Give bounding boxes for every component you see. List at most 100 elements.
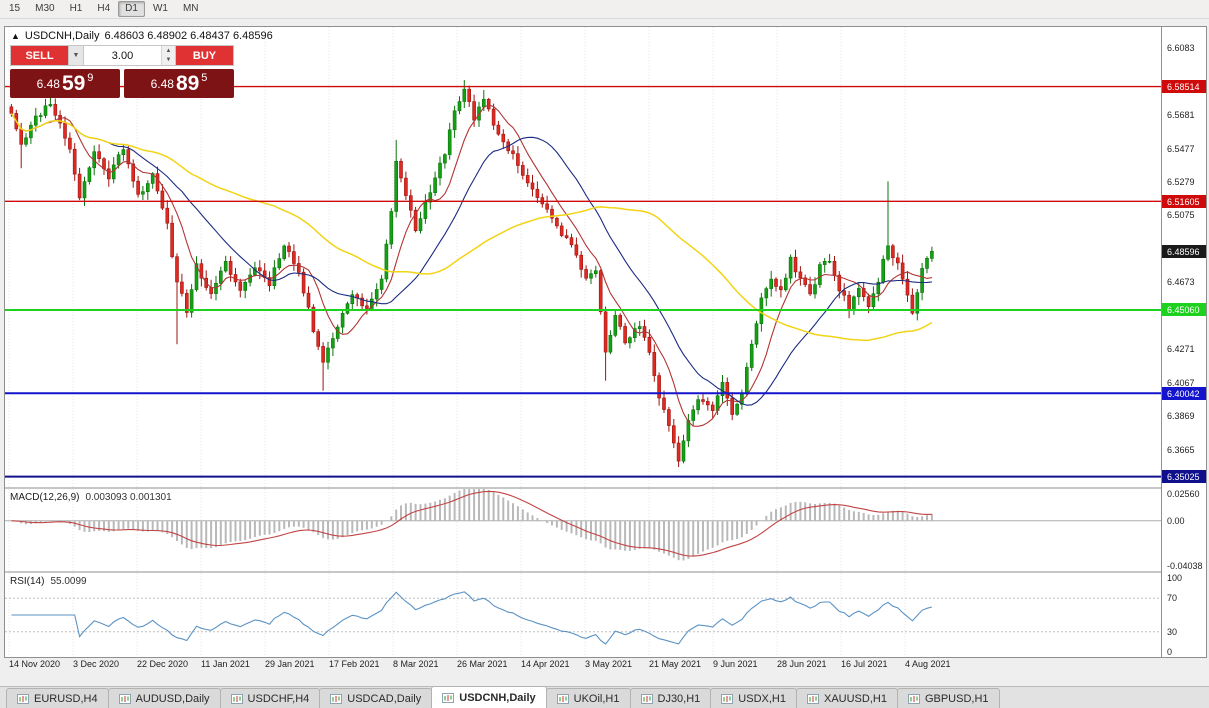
chart-tab-label: USDX,H1 [738, 692, 786, 705]
price-axis-tick: 6.5477 [1167, 144, 1195, 154]
date-axis-label: 22 Dec 2020 [137, 659, 189, 669]
rsi-label: RSI(14) 55.0099 [10, 576, 87, 587]
rsi-name: RSI(14) [10, 576, 45, 587]
date-axis-label: 29 Jan 2021 [265, 659, 315, 669]
price-axis: 6.6083 6.5681 6.5477 6.5279 6.5075 6.4673 6.42… [1161, 27, 1206, 657]
rsi-axis-tick: 100 [1167, 573, 1183, 583]
chart-pointer-icon: ▲ [11, 31, 20, 41]
chart-tab-audusd-daily[interactable]: AUDUSD,Daily [107, 688, 221, 708]
date-axis-label: 11 Jan 2021 [201, 659, 250, 669]
chart-tab-gbpusd-h1[interactable]: GBPUSD,H1 [896, 688, 1000, 708]
chart-tab-icon [907, 693, 920, 704]
volume-up-icon[interactable]: ▲ [162, 46, 175, 56]
chart-tab-usdchf-h4[interactable]: USDCHF,H4 [219, 688, 321, 708]
price-axis-tick: 6.6083 [1167, 43, 1195, 53]
chart-tab-label: GBPUSD,H1 [924, 692, 989, 705]
price-axis-tick: 6.5075 [1167, 210, 1195, 220]
timeframe-button-h4[interactable]: H4 [97, 3, 111, 14]
price-axis-tick: 6.5279 [1167, 177, 1195, 187]
sell-button[interactable]: SELL [11, 46, 68, 65]
sell-price-prefix: 6.48 [36, 76, 60, 91]
price-level-tag: 6.35025 [1162, 470, 1206, 483]
panel-separator[interactable] [5, 571, 1206, 573]
rsi-axis-tick: 70 [1167, 593, 1178, 603]
timeframe-button-mn[interactable]: MN [182, 3, 199, 14]
sell-price-big: 59 [61, 72, 86, 95]
price-axis-tick: 6.4067 [1167, 378, 1195, 388]
sell-price-box[interactable]: 6.48 59 9 [10, 69, 120, 98]
chart-tab-ukoil-h1[interactable]: UKOil,H1 [545, 688, 631, 708]
rsi-value: 55.0099 [50, 576, 87, 587]
volume-input[interactable] [84, 46, 161, 65]
chart-tab-usdx-h1[interactable]: USDX,H1 [710, 688, 797, 708]
chart-tab-icon [556, 693, 569, 704]
chart-tab-label: UKOil,H1 [573, 692, 620, 705]
one-click-trade-panel: SELL ▼ ▲ ▼ BUY 6.48 59 9 [10, 45, 234, 98]
chart-title: ▲ USDCNH,Daily 6.48603 6.48902 6.48437 6… [11, 30, 273, 42]
chart-tab-label: DJ30,H1 [657, 692, 701, 705]
date-axis-label: 3 Dec 2020 [73, 659, 120, 669]
chart-tab-label: USDCHF,H4 [247, 692, 310, 705]
price-axis-tick: 6.5681 [1167, 110, 1195, 120]
price-level-tag: 6.48596 [1162, 245, 1206, 258]
rsi-axis-tick: 30 [1167, 627, 1178, 637]
chart-tab-icon [118, 693, 131, 704]
buy-button[interactable]: BUY [176, 46, 233, 65]
date-axis-label: 14 Apr 2021 [521, 659, 570, 669]
timeframe-button-m30[interactable]: M30 [35, 3, 55, 14]
chart-frame: ▲ USDCNH,Daily 6.48603 6.48902 6.48437 6… [4, 26, 1207, 658]
rsi-chart-canvas[interactable] [5, 573, 1161, 657]
macd-axis-tick: -0.04038 [1167, 561, 1203, 571]
price-chart-canvas[interactable] [5, 27, 1161, 487]
price-axis-tick: 6.3665 [1167, 445, 1195, 455]
price-axis-tick: 6.4271 [1167, 344, 1195, 354]
trade-prices-row: 6.48 59 9 6.48 89 5 [10, 69, 234, 98]
chart-tab-icon [330, 693, 343, 704]
chart-symbol-period: USDCNH,Daily [24, 30, 100, 42]
buy-price-sup: 5 [201, 71, 208, 84]
timeframe-button-d1[interactable]: D1 [118, 1, 145, 17]
date-axis-label: 3 May 2021 [585, 659, 633, 669]
chart-tab-icon [806, 693, 819, 704]
volume-stepper: ▲ ▼ [161, 46, 175, 65]
date-axis-label: 4 Aug 2021 [905, 659, 951, 669]
chart-tab-label: USDCNH,Daily [459, 691, 536, 704]
price-level-tag: 6.45060 [1162, 303, 1206, 316]
timeframe-button-h1[interactable]: H1 [69, 3, 83, 14]
buy-price-big: 89 [175, 72, 200, 95]
timeframe-button-15[interactable]: 15 [9, 3, 21, 14]
timeframe-button-w1[interactable]: W1 [152, 3, 168, 14]
price-panel: ▲ USDCNH,Daily 6.48603 6.48902 6.48437 6… [5, 27, 1161, 487]
macd-axis-tick: 0.00 [1167, 516, 1185, 526]
chart-tab-label: XAUUSD,H1 [823, 692, 887, 705]
price-level-tag: 6.58514 [1162, 80, 1206, 93]
chart-ohlc-values: 6.48603 6.48902 6.48437 6.48596 [104, 30, 273, 42]
chart-tab-xauusd-h1[interactable]: XAUUSD,H1 [795, 688, 898, 708]
chart-tab-label: EURUSD,H4 [34, 692, 98, 705]
sell-price-sup: 9 [87, 71, 94, 84]
chart-tab-icon [17, 693, 29, 704]
buy-price-prefix: 6.48 [150, 76, 174, 91]
buy-price-box[interactable]: 6.48 89 5 [124, 69, 234, 98]
chart-tab-dj30-h1[interactable]: DJ30,H1 [629, 688, 712, 708]
macd-panel: MACD(12,26,9) 0.003093 0.001301 [5, 489, 1161, 571]
chart-tab-usdcad-daily[interactable]: USDCAD,Daily [319, 688, 433, 708]
date-axis-label: 28 Jun 2021 [777, 659, 827, 669]
date-axis: 14 Nov 2020 3 Dec 2020 22 Dec 2020 11 Jan 2… [4, 659, 1164, 673]
trade-controls-row: SELL ▼ ▲ ▼ BUY [10, 45, 234, 66]
price-level-tag: 6.40042 [1162, 387, 1206, 400]
macd-chart-canvas[interactable] [5, 489, 1161, 571]
chart-tab-label: AUDUSD,Daily [135, 692, 210, 705]
timeframe-toolbar: 15 M30 H1 H4 D1 W1 MN [0, 0, 1209, 19]
volume-dropdown-icon[interactable]: ▼ [68, 46, 84, 65]
date-axis-label: 17 Feb 2021 [329, 659, 380, 669]
chart-tab-usdcnh-daily[interactable]: USDCNH,Daily [431, 686, 547, 708]
volume-down-icon[interactable]: ▼ [162, 55, 175, 65]
macd-values: 0.003093 0.001301 [85, 492, 172, 503]
panel-separator[interactable] [5, 487, 1206, 489]
chart-tab-label: USDCAD,Daily [347, 692, 422, 705]
chart-tab-icon [442, 692, 455, 703]
chart-tab-eurusd-h4[interactable]: EURUSD,H4 [6, 688, 109, 708]
macd-name: MACD(12,26,9) [10, 492, 80, 503]
